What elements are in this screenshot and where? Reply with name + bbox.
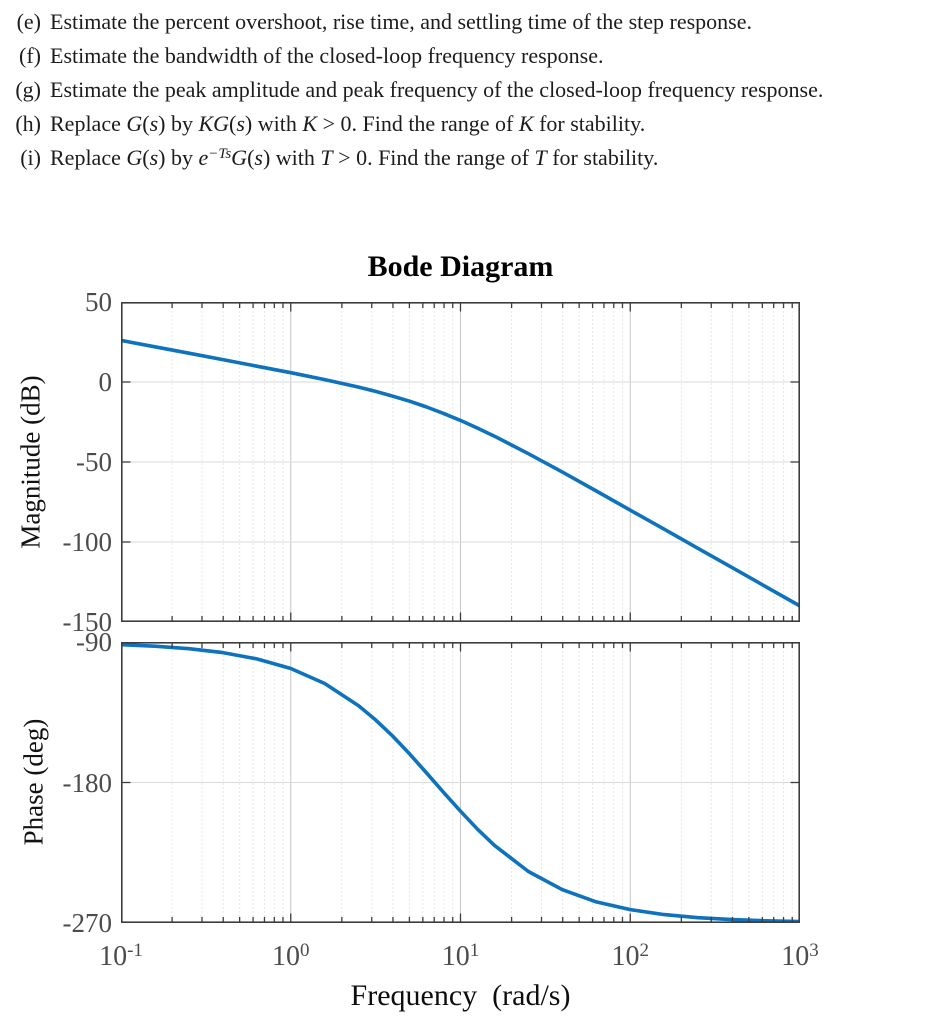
magnitude-plot (121, 302, 800, 622)
question-item: (f) Estimate the bandwidth of the closed-… (8, 39, 926, 73)
question-item: (g) Estimate the peak amplitude and peak … (8, 73, 926, 107)
question-text: Replace G(s) by KG(s) with K > 0. Find t… (50, 111, 646, 136)
x-tick-label: 100 (272, 940, 310, 972)
magnitude-curve (121, 338, 800, 608)
question-item: (i) Replace G(s) by e−TsG(s) with T > 0. … (8, 141, 926, 175)
question-item: (h) Replace G(s) by KG(s) with K > 0. Fin… (8, 107, 926, 141)
y-tick-label: 0 (98, 367, 113, 397)
x-tick-label: 103 (781, 940, 819, 972)
y-tick-label: -270 (62, 908, 113, 938)
y-tick-label: -100 (62, 527, 113, 557)
question-text: Estimate the percent overshoot, rise tim… (50, 9, 752, 34)
y-tick-label: -180 (62, 767, 113, 798)
y-tick-label: 50 (85, 287, 112, 317)
question-text: Estimate the bandwidth of the closed-loo… (50, 43, 604, 68)
question-label: (h) (15, 111, 41, 136)
question-label: (i) (20, 145, 41, 170)
question-text: Estimate the peak amplitude and peak fre… (50, 77, 824, 102)
phase-curve (121, 642, 800, 923)
question-label: (e) (16, 9, 41, 34)
y-tick-label: -50 (76, 447, 112, 477)
question-item: (e) Estimate the percent overshoot, rise … (8, 5, 926, 39)
x-axis-label: Frequency (rad/s) (350, 979, 571, 1012)
questions-list: (e) Estimate the percent overshoot, rise … (8, 5, 926, 175)
question-label: (f) (19, 43, 41, 68)
x-tick-label: 101 (441, 940, 480, 972)
question-text: Replace G(s) by e−TsG(s) with T > 0. Fin… (50, 145, 659, 170)
phase-plot (121, 642, 800, 923)
y-tick-label: -90 (76, 627, 112, 657)
x-tick-label: 10-1 (99, 940, 143, 972)
chart-title: Bode Diagram (367, 250, 554, 283)
x-tick-label: 102 (611, 940, 650, 972)
y-tick-label: -150 (62, 607, 113, 637)
question-label: (g) (15, 77, 41, 102)
